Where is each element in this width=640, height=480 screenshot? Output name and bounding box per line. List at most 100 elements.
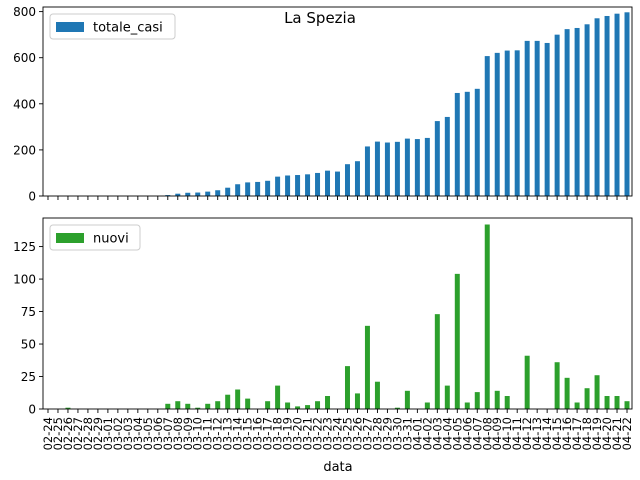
xtick-label-04-03: 04-03 xyxy=(430,417,444,450)
xtick-label-03-14: 03-14 xyxy=(231,417,245,450)
xtick-label-04-08: 04-08 xyxy=(480,417,494,450)
xtick-label-03-27: 03-27 xyxy=(360,417,374,450)
top-bar-04-16 xyxy=(564,29,570,196)
bottom-bar-03-13 xyxy=(225,394,231,409)
xtick-label-03-28: 03-28 xyxy=(370,417,384,450)
top-bar-04-10 xyxy=(504,50,510,197)
top-bar-04-03 xyxy=(434,121,440,196)
bottom-bar-04-15 xyxy=(554,362,560,409)
xtick-label-03-20: 03-20 xyxy=(291,417,305,450)
bottom-bar-02-26 xyxy=(65,407,71,409)
bottom-bar-04-22 xyxy=(624,401,630,409)
top-bar-04-12 xyxy=(524,40,530,196)
xtick-label-04-09: 04-09 xyxy=(490,417,504,450)
xtick-label-03-23: 03-23 xyxy=(321,417,335,450)
bottom-bar-04-19 xyxy=(594,375,600,409)
top-bar-04-19 xyxy=(594,18,600,196)
bottom-bar-03-08 xyxy=(175,401,181,409)
top-bar-04-21 xyxy=(614,13,620,197)
bottom-bar-03-14 xyxy=(235,389,241,409)
bottom-bar-03-25 xyxy=(344,366,350,409)
top-legend-label: totale_casi xyxy=(93,21,163,36)
top-bar-04-15 xyxy=(554,34,560,196)
bottom-bar-04-04 xyxy=(444,385,450,409)
top-bar-03-30 xyxy=(394,141,400,196)
bottom-bar-04-03 xyxy=(434,314,440,409)
bottom-bar-04-09 xyxy=(494,390,500,409)
bottom-bar-03-31 xyxy=(404,390,410,409)
xtick-label-03-08: 03-08 xyxy=(171,417,185,450)
top-bar-04-01 xyxy=(414,139,420,196)
bottom-ytick-label-50: 50 xyxy=(21,338,36,352)
bottom-legend-swatch xyxy=(56,233,84,243)
top-bar-03-10 xyxy=(195,192,201,196)
top-bar-03-15 xyxy=(245,182,251,196)
xtick-label-04-19: 04-19 xyxy=(590,417,604,450)
top-bar-04-09 xyxy=(494,52,500,197)
xtick-label-03-29: 03-29 xyxy=(380,417,394,450)
top-bar-03-29 xyxy=(384,142,390,196)
top-bar-03-11 xyxy=(205,191,211,196)
xtick-label-03-18: 03-18 xyxy=(271,417,285,450)
top-bar-04-17 xyxy=(574,27,580,196)
bottom-bar-04-08 xyxy=(484,224,490,409)
top-bar-04-06 xyxy=(464,91,470,196)
top-bar-03-21 xyxy=(305,174,311,196)
bottom-bar-04-07 xyxy=(474,392,480,409)
xtick-label-03-30: 03-30 xyxy=(390,417,404,450)
bottom-panel: 0 25 50 75 100 125 02-2402-2502-2602-2702-2802… xyxy=(13,217,634,450)
top-bar-03-13 xyxy=(225,187,231,196)
xtick-label-04-22: 04-22 xyxy=(620,417,634,450)
xtick-label-04-20: 04-20 xyxy=(600,417,614,450)
xtick-label-04-01: 04-01 xyxy=(410,417,424,450)
bottom-bar-04-05 xyxy=(454,273,460,409)
top-legend-box xyxy=(49,13,176,40)
top-bar-03-19 xyxy=(285,175,291,196)
bottom-bar-04-17 xyxy=(574,402,580,409)
bottom-bar-03-27 xyxy=(364,325,370,409)
top-bar-04-18 xyxy=(584,24,590,196)
xtick-label-02-24: 02-24 xyxy=(41,417,55,450)
top-bar-03-12 xyxy=(215,190,221,196)
xtick-label-03-12: 03-12 xyxy=(211,417,225,450)
xtick-label-03-13: 03-13 xyxy=(221,417,235,450)
bottom-bar-04-02 xyxy=(424,402,430,409)
xtick-label-04-16: 04-16 xyxy=(560,417,574,450)
bottom-bar-03-18 xyxy=(275,385,281,409)
top-bar-03-24 xyxy=(335,171,340,196)
xtick-label-03-01: 03-01 xyxy=(101,417,115,450)
top-panel: 0 200 400 600 800 totale_casi xyxy=(13,5,633,204)
bottom-bar-03-23 xyxy=(325,396,331,409)
xtick-label-03-10: 03-10 xyxy=(191,417,205,450)
xtick-label-03-16: 03-16 xyxy=(251,417,265,450)
xtick-label-02-28: 02-28 xyxy=(81,417,95,450)
top-bar-04-20 xyxy=(604,15,610,196)
bottom-legend-box xyxy=(49,224,141,251)
bottom-bar-03-15 xyxy=(245,398,251,409)
top-bar-04-14 xyxy=(544,42,550,197)
bottom-bar-03-20 xyxy=(295,406,301,409)
xtick-label-03-03: 03-03 xyxy=(121,417,135,450)
bottom-ytick-label-0: 0 xyxy=(28,403,36,417)
bottom-bar-03-11 xyxy=(205,403,211,409)
top-bar-03-09 xyxy=(185,192,191,196)
top-bar-04-08 xyxy=(484,56,490,197)
top-bar-03-31 xyxy=(404,138,410,196)
top-bar-03-22 xyxy=(315,172,321,196)
xtick-label-04-18: 04-18 xyxy=(580,417,594,450)
top-bar-03-23 xyxy=(325,170,331,196)
top-bar-04-07 xyxy=(474,88,480,196)
xtick-label-04-02: 04-02 xyxy=(420,417,434,450)
xtick-label-04-07: 04-07 xyxy=(470,417,484,450)
bottom-legend-label: nuovi xyxy=(93,232,129,247)
xtick-label-03-02: 03-02 xyxy=(111,417,125,450)
top-ytick-label-200: 200 xyxy=(13,143,36,157)
bottom-ytick-label-125: 125 xyxy=(13,240,36,254)
top-bar-03-27 xyxy=(364,146,370,196)
top-bar-04-22 xyxy=(624,12,630,196)
xtick-label-03-09: 03-09 xyxy=(181,417,195,450)
xtick-label-02-27: 02-27 xyxy=(71,417,85,450)
bottom-bar-04-16 xyxy=(564,377,570,409)
xtick-label-04-05: 04-05 xyxy=(450,417,464,450)
